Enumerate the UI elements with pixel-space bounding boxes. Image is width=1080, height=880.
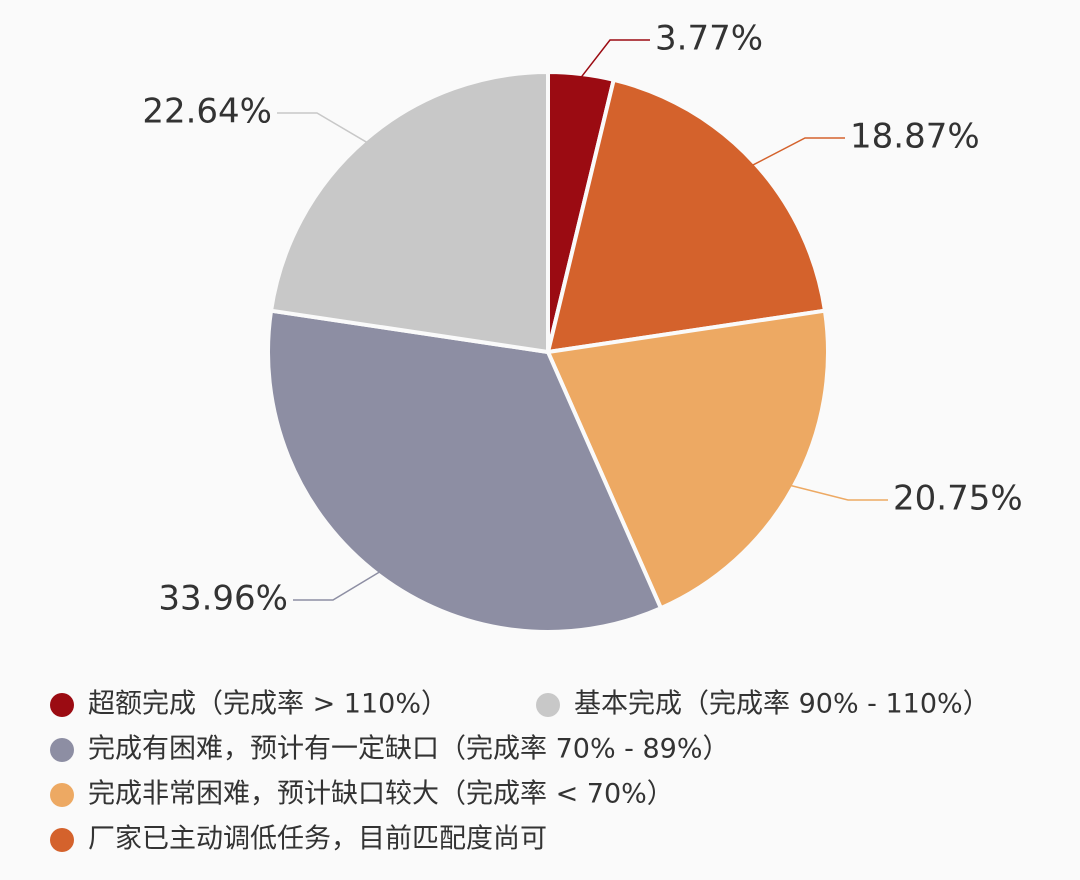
leader-line <box>277 112 369 144</box>
leader-line <box>789 484 888 501</box>
value-label: 18.87% <box>850 117 980 157</box>
legend-label: 基本完成（完成率 90% - 110%） <box>574 689 990 720</box>
pie-slice <box>266 308 663 634</box>
legend-marker <box>50 693 74 717</box>
legend-label: 完成有困难，预计有一定缺口（完成率 70% - 89%） <box>88 734 730 765</box>
leader-line <box>751 137 845 167</box>
pie-slice <box>269 70 550 354</box>
legend-label: 厂家已主动调低任务，目前匹配度尚可 <box>88 824 547 855</box>
pie-slice <box>546 77 827 354</box>
legend-label: 超额完成（完成率 > 110%） <box>88 689 448 720</box>
legend-marker <box>50 828 74 852</box>
leader-line <box>580 39 650 79</box>
value-label: 20.75% <box>893 479 1023 519</box>
legend-marker <box>50 738 74 762</box>
legend-marker <box>50 783 74 807</box>
value-label: 22.64% <box>142 92 272 132</box>
pie-slice <box>546 308 830 611</box>
value-label: 3.77% <box>655 19 763 59</box>
legend-label: 完成非常困难，预计缺口较大（完成率 < 70%） <box>88 779 674 810</box>
value-label: 33.96% <box>158 579 288 619</box>
legend-marker <box>536 693 560 717</box>
leader-line <box>293 570 381 601</box>
